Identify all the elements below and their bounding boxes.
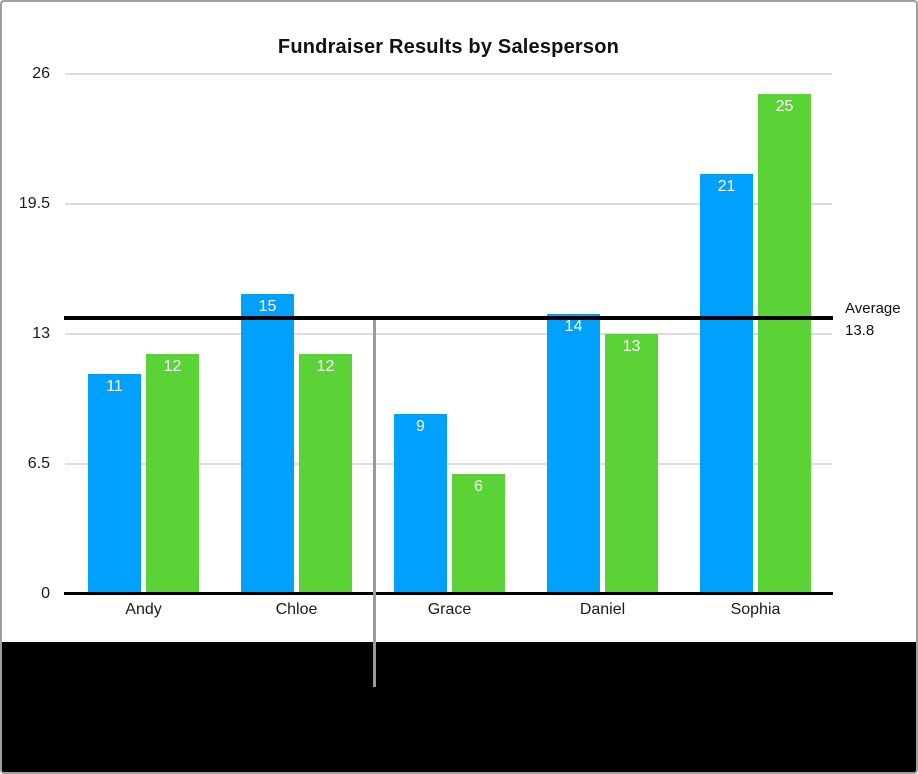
x-category-label-grace: Grace	[427, 601, 472, 618]
bar-value-label: 11	[106, 378, 123, 395]
average-reference-line	[64, 316, 833, 320]
gridline-y-6.5	[65, 463, 832, 465]
average-line-label-text: Average	[845, 300, 901, 317]
bar-value-label: 12	[316, 358, 335, 375]
gridline-y-19.5	[65, 203, 832, 205]
chart-panel: Fundraiser Results by Salesperson 0 6.5 13…	[2, 2, 916, 642]
average-line-value: 13.8	[845, 322, 875, 339]
bar-value-label: 13	[622, 338, 641, 355]
bar-value-label: 12	[163, 358, 182, 375]
chart-title: Fundraiser Results by Salesperson	[277, 36, 620, 58]
bar-value-label: 25	[775, 98, 794, 115]
average-line-label: Average 13.8	[845, 298, 901, 342]
bar-series-blue-daniel: 14	[547, 314, 600, 594]
gridline-y-26	[65, 73, 832, 75]
y-tick-label-19.5: 19.5	[18, 195, 50, 212]
x-category-label-daniel: Daniel	[579, 601, 626, 618]
gridline-y-13	[65, 333, 832, 335]
bar-value-label: 15	[258, 298, 277, 315]
bar-value-label: 6	[474, 478, 483, 495]
y-tick-label-0: 0	[41, 585, 50, 602]
y-tick-label-13: 13	[32, 325, 50, 342]
y-tick-label-6.5: 6.5	[27, 455, 50, 472]
bar-series-green-daniel: 13	[605, 334, 658, 594]
bar-value-label: 9	[416, 418, 425, 435]
bar-value-label: 21	[717, 178, 736, 195]
bar-series-green-chloe: 12	[299, 354, 352, 594]
bar-series-blue-andy: 11	[88, 374, 141, 594]
bar-series-blue-grace: 9	[394, 414, 447, 594]
x-category-label-andy: Andy	[125, 601, 162, 618]
x-axis-line	[64, 592, 833, 595]
bar-series-green-grace: 6	[452, 474, 505, 594]
bar-series-blue-chloe: 15	[241, 294, 294, 594]
x-category-label-chloe: Chloe	[275, 601, 318, 618]
bar-value-label: 14	[564, 318, 583, 335]
bar-series-green-andy: 12	[146, 354, 199, 594]
bar-series-green-sophia: 25	[758, 94, 811, 594]
y-tick-label-26: 26	[32, 65, 50, 82]
bar-series-blue-sophia: 21	[700, 174, 753, 594]
callout-line-to-average	[373, 320, 376, 687]
x-category-label-sophia: Sophia	[730, 601, 781, 618]
